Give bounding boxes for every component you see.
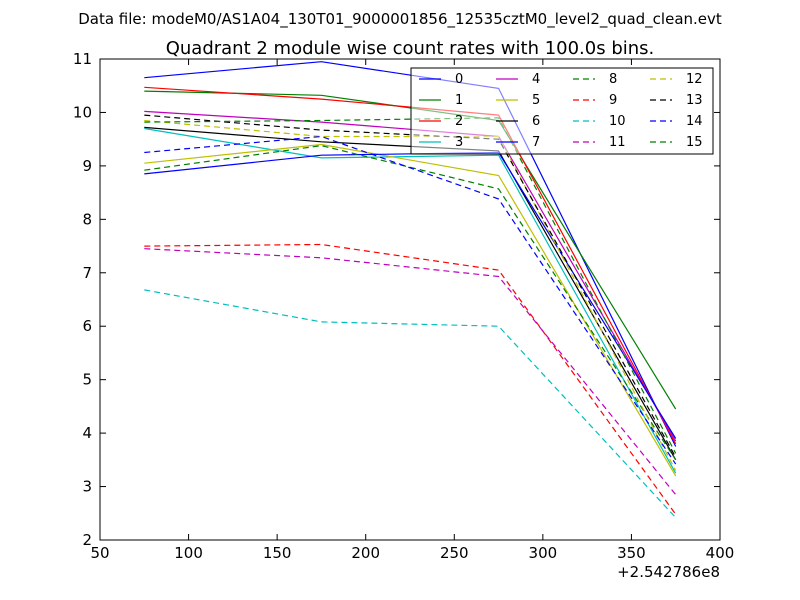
chart-suptitle: Data file: modeM0/AS1A04_130T01_90000018…: [78, 10, 722, 29]
x-tick-label: 300: [529, 544, 558, 562]
y-tick-label: 3: [82, 478, 92, 496]
legend-label-14: 14: [686, 114, 703, 129]
x-tick-label: 350: [617, 544, 646, 562]
series-line-5: [144, 143, 677, 477]
y-tick-label: 8: [82, 210, 92, 228]
x-tick-label: 150: [263, 544, 292, 562]
x-axis-offset-label: +2.542786e8: [617, 563, 720, 581]
series-line-7: [144, 151, 677, 439]
legend-label-12: 12: [686, 72, 703, 87]
legend-label-5: 5: [532, 93, 540, 108]
x-tick-label: 50: [90, 544, 109, 562]
legend-label-9: 9: [609, 93, 617, 108]
x-tick-label: 400: [706, 544, 735, 562]
y-tick-label: 10: [73, 103, 92, 121]
x-axis: 50 100 150 200 250 300 350 400: [90, 59, 734, 562]
x-tick-label: 200: [351, 544, 380, 562]
y-tick-label: 6: [82, 317, 92, 335]
legend-label-4: 4: [532, 72, 540, 87]
series-line-4: [144, 110, 677, 442]
series-line-6: [144, 126, 677, 461]
legend-label-13: 13: [686, 93, 703, 108]
series-line-3: [144, 127, 677, 474]
legend-label-1: 1: [455, 93, 463, 108]
plot-area-border: [99, 58, 721, 541]
y-tick-label: 7: [82, 264, 92, 282]
y-tick-label: 11: [73, 50, 92, 68]
series-line-14: [144, 135, 677, 465]
series-line-11: [144, 248, 677, 495]
y-tick-label: 2: [82, 531, 92, 549]
legend-label-8: 8: [609, 72, 617, 87]
legend-label-7: 7: [532, 135, 540, 150]
chart-title: Quadrant 2 module wise count rates with …: [166, 38, 655, 59]
legend-label-2: 2: [455, 114, 463, 129]
x-tick-label: 100: [174, 544, 203, 562]
series-line-0: [144, 61, 677, 447]
legend-label-10: 10: [609, 114, 626, 129]
legend-box: [410, 67, 714, 155]
legend-label-11: 11: [609, 135, 626, 150]
series-line-2: [144, 86, 677, 445]
x-tick-label: 250: [440, 544, 469, 562]
y-tick-label: 4: [82, 424, 92, 442]
legend-label-6: 6: [532, 114, 540, 129]
legend-label-3: 3: [455, 135, 463, 150]
series-line-12: [144, 119, 677, 471]
plot-lines: [144, 61, 677, 519]
legend-label-15: 15: [686, 135, 703, 150]
y-tick-label: 9: [82, 157, 92, 175]
series-line-15: [144, 117, 677, 454]
axes-frame: [99, 58, 721, 541]
y-tick-label: 5: [82, 371, 92, 389]
legend-label-0: 0: [455, 72, 463, 87]
